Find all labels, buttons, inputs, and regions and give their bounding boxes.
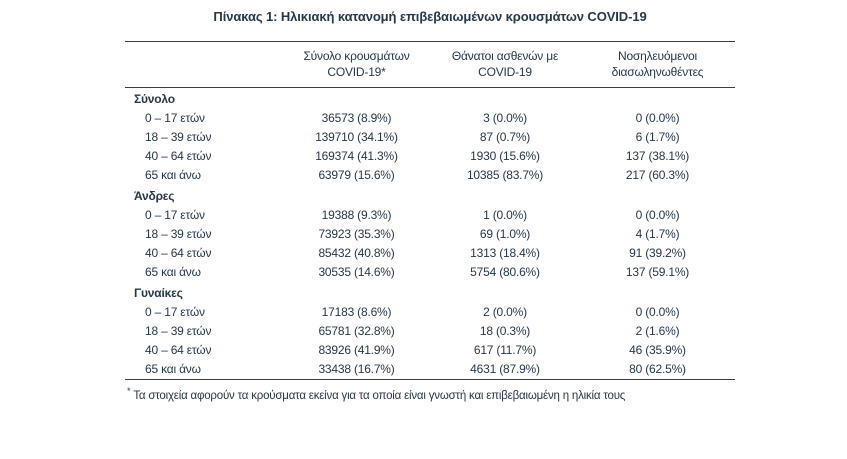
deaths-cell: 18 (0.3%)	[479, 324, 531, 338]
deaths-cell: 5754 (80.6%)	[470, 265, 540, 279]
empty-cell	[283, 282, 430, 303]
column-header-cases: Σύνολο κρουσμάτων COVID-19*	[283, 42, 430, 88]
cases-cell: 139710 (34.1%)	[315, 130, 398, 144]
group-row-men: Άνδρες	[125, 185, 735, 206]
row-label-column-header	[125, 42, 283, 88]
deaths-cell: 617 (11.7%)	[473, 343, 537, 357]
empty-cell	[580, 185, 735, 206]
age-band-label: 65 και άνω	[145, 362, 201, 376]
cases-cell: 17183 (8.6%)	[321, 305, 392, 319]
deaths-cell: 4631 (87.9%)	[470, 362, 540, 376]
intubated-cell: 0 (0.0%)	[635, 111, 680, 125]
deaths-cell: 3 (0.0%)	[483, 111, 527, 125]
age-band-label: 18 – 39 ετών	[145, 324, 212, 338]
table-section: Πίνακας 1: Ηλικιακή κατανομή επιβεβαιωμέ…	[125, 8, 735, 404]
table-row: 65 και άνω 33438 (16.7%) 4631 (87.9%) 80…	[125, 360, 735, 380]
empty-cell	[430, 88, 580, 110]
deaths-cell: 1930 (15.6%)	[470, 149, 540, 163]
column-header-intubated-line2: διασωληνωθέντες	[611, 65, 704, 79]
deaths-cell: 1313 (18.4%)	[470, 246, 540, 260]
footnote-marker: *	[127, 386, 131, 396]
age-band-label: 0 – 17 ετών	[145, 208, 205, 222]
intubated-cell: 46 (35.9%)	[629, 343, 686, 357]
intubated-cell: 91 (39.2%)	[629, 246, 686, 260]
age-band-label: 40 – 64 ετών	[145, 343, 212, 357]
cases-cell: 169374 (41.3%)	[315, 149, 398, 163]
cases-cell: 85432 (40.8%)	[318, 246, 395, 260]
cases-cell: 19388 (9.3%)	[321, 208, 392, 222]
deaths-cell: 1 (0.0%)	[483, 208, 527, 222]
footnote: * Τα στοιχεία αφορούν τα κρούσματα εκείνα…	[125, 384, 735, 404]
empty-cell	[283, 88, 430, 110]
deaths-cell: 2 (0.0%)	[483, 305, 527, 319]
header-row: Σύνολο κρουσμάτων COVID-19* Θάνατοι ασθε…	[125, 42, 735, 88]
deaths-cell: 69 (1.0%)	[479, 227, 531, 241]
table-row: 18 – 39 ετών 73923 (35.3%) 69 (1.0%) 4 (…	[125, 225, 735, 244]
age-band-label: 0 – 17 ετών	[145, 305, 205, 319]
deaths-cell: 10385 (83.7%)	[466, 168, 544, 182]
column-header-intubated: Νοσηλευόμενοι διασωληνωθέντες	[580, 42, 735, 88]
group-label: Σύνολο	[134, 92, 175, 106]
age-band-label: 18 – 39 ετών	[145, 130, 212, 144]
table-row: 18 – 39 ετών 139710 (34.1%) 87 (0.7%) 6 …	[125, 128, 735, 147]
deaths-cell: 87 (0.7%)	[479, 130, 531, 144]
intubated-cell: 0 (0.0%)	[635, 305, 680, 319]
empty-cell	[283, 185, 430, 206]
cases-cell: 36573 (8.9%)	[321, 111, 392, 125]
group-row-total: Σύνολο	[125, 88, 735, 110]
footnote-text: Τα στοιχεία αφορούν τα κρούσματα εκείνα …	[133, 389, 626, 402]
cases-cell: 83926 (41.9%)	[318, 343, 395, 357]
empty-cell	[430, 282, 580, 303]
intubated-cell: 137 (59.1%)	[625, 265, 690, 279]
intubated-cell: 217 (60.3%)	[625, 168, 690, 182]
intubated-cell: 6 (1.7%)	[635, 130, 680, 144]
cases-cell: 33438 (16.7%)	[318, 362, 395, 376]
age-band-label: 65 και άνω	[145, 265, 201, 279]
table-row: 65 και άνω 63979 (15.6%) 10385 (83.7%) 2…	[125, 166, 735, 185]
intubated-cell: 4 (1.7%)	[635, 227, 680, 241]
table-row: 0 – 17 ετών 36573 (8.9%) 3 (0.0%) 0 (0.0…	[125, 109, 735, 128]
age-band-label: 40 – 64 ετών	[145, 246, 212, 260]
intubated-cell: 80 (62.5%)	[629, 362, 686, 376]
age-band-label: 18 – 39 ετών	[145, 227, 212, 241]
table-row: 0 – 17 ετών 17183 (8.6%) 2 (0.0%) 0 (0.0…	[125, 303, 735, 322]
table-row: 0 – 17 ετών 19388 (9.3%) 1 (0.0%) 0 (0.0…	[125, 206, 735, 225]
age-band-label: 65 και άνω	[145, 168, 201, 182]
empty-cell	[430, 185, 580, 206]
age-band-label: 0 – 17 ετών	[145, 111, 205, 125]
table-row: 40 – 64 ετών 83926 (41.9%) 617 (11.7%) 4…	[125, 341, 735, 360]
group-label: Άνδρες	[134, 189, 175, 203]
age-band-label: 40 – 64 ετών	[145, 149, 212, 163]
empty-cell	[580, 282, 735, 303]
column-header-intubated-line1: Νοσηλευόμενοι	[617, 49, 697, 63]
table-row: 18 – 39 ετών 65781 (32.8%) 18 (0.3%) 2 (…	[125, 322, 735, 341]
covid-age-distribution-table: Σύνολο κρουσμάτων COVID-19* Θάνατοι ασθε…	[125, 41, 735, 380]
table-row: 40 – 64 ετών 85432 (40.8%) 1313 (18.4%) …	[125, 244, 735, 263]
column-header-deaths-line1: Θάνατοι ασθενών με	[451, 49, 559, 63]
table-row: 65 και άνω 30535 (14.6%) 5754 (80.6%) 13…	[125, 263, 735, 282]
cases-cell: 65781 (32.8%)	[318, 324, 395, 338]
cases-cell: 63979 (15.6%)	[318, 168, 395, 182]
column-header-deaths: Θάνατοι ασθενών με COVID-19	[430, 42, 580, 88]
column-header-cases-line1: Σύνολο κρουσμάτων	[303, 49, 410, 63]
group-label: Γυναίκες	[134, 286, 183, 300]
table-row: 40 – 64 ετών 169374 (41.3%) 1930 (15.6%)…	[125, 147, 735, 166]
empty-cell	[580, 88, 735, 110]
cases-cell: 73923 (35.3%)	[318, 227, 395, 241]
column-header-deaths-line2: COVID-19	[478, 65, 532, 79]
intubated-cell: 2 (1.6%)	[635, 324, 680, 338]
group-row-women: Γυναίκες	[125, 282, 735, 303]
column-header-cases-line2: COVID-19*	[327, 65, 386, 79]
cases-cell: 30535 (14.6%)	[318, 265, 395, 279]
page-title: Πίνακας 1: Ηλικιακή κατανομή επιβεβαιωμέ…	[213, 9, 647, 24]
intubated-cell: 137 (38.1%)	[625, 149, 690, 163]
intubated-cell: 0 (0.0%)	[635, 208, 680, 222]
